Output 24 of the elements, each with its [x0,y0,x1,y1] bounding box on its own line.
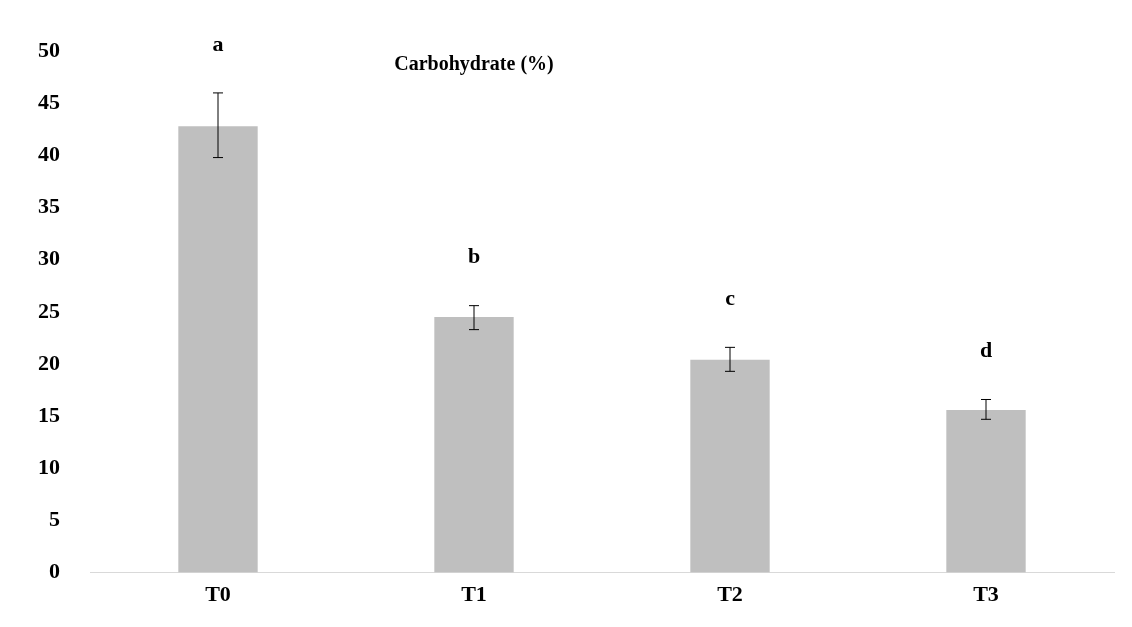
bar [690,359,770,573]
x-tick-label: T0 [205,581,231,607]
y-tick-label: 10 [38,454,60,480]
annotation: d [979,337,993,363]
y-tick-label: 15 [38,401,60,427]
y-tick-label: 30 [38,245,60,271]
bar [946,409,1026,573]
y-tick-label: 5 [49,506,60,532]
x-tick-label: T2 [717,581,743,607]
y-tick-label: 25 [38,297,60,323]
annotation: c [725,285,736,311]
bar [178,126,258,573]
annotation: b [467,243,481,269]
y-tick-label: 50 [38,36,60,62]
bar [434,317,514,573]
y-tick-label: 20 [38,349,60,375]
y-tick-label: 0 [49,558,60,584]
annotation: a [212,30,224,56]
y-tick-label: 45 [38,89,60,115]
chart-title: Carbohydrate (%) [394,52,554,76]
x-tick-label: T3 [973,581,999,607]
x-tick-label: T1 [461,581,487,607]
y-tick-label: 35 [38,193,60,219]
y-tick-label: 40 [38,141,60,167]
